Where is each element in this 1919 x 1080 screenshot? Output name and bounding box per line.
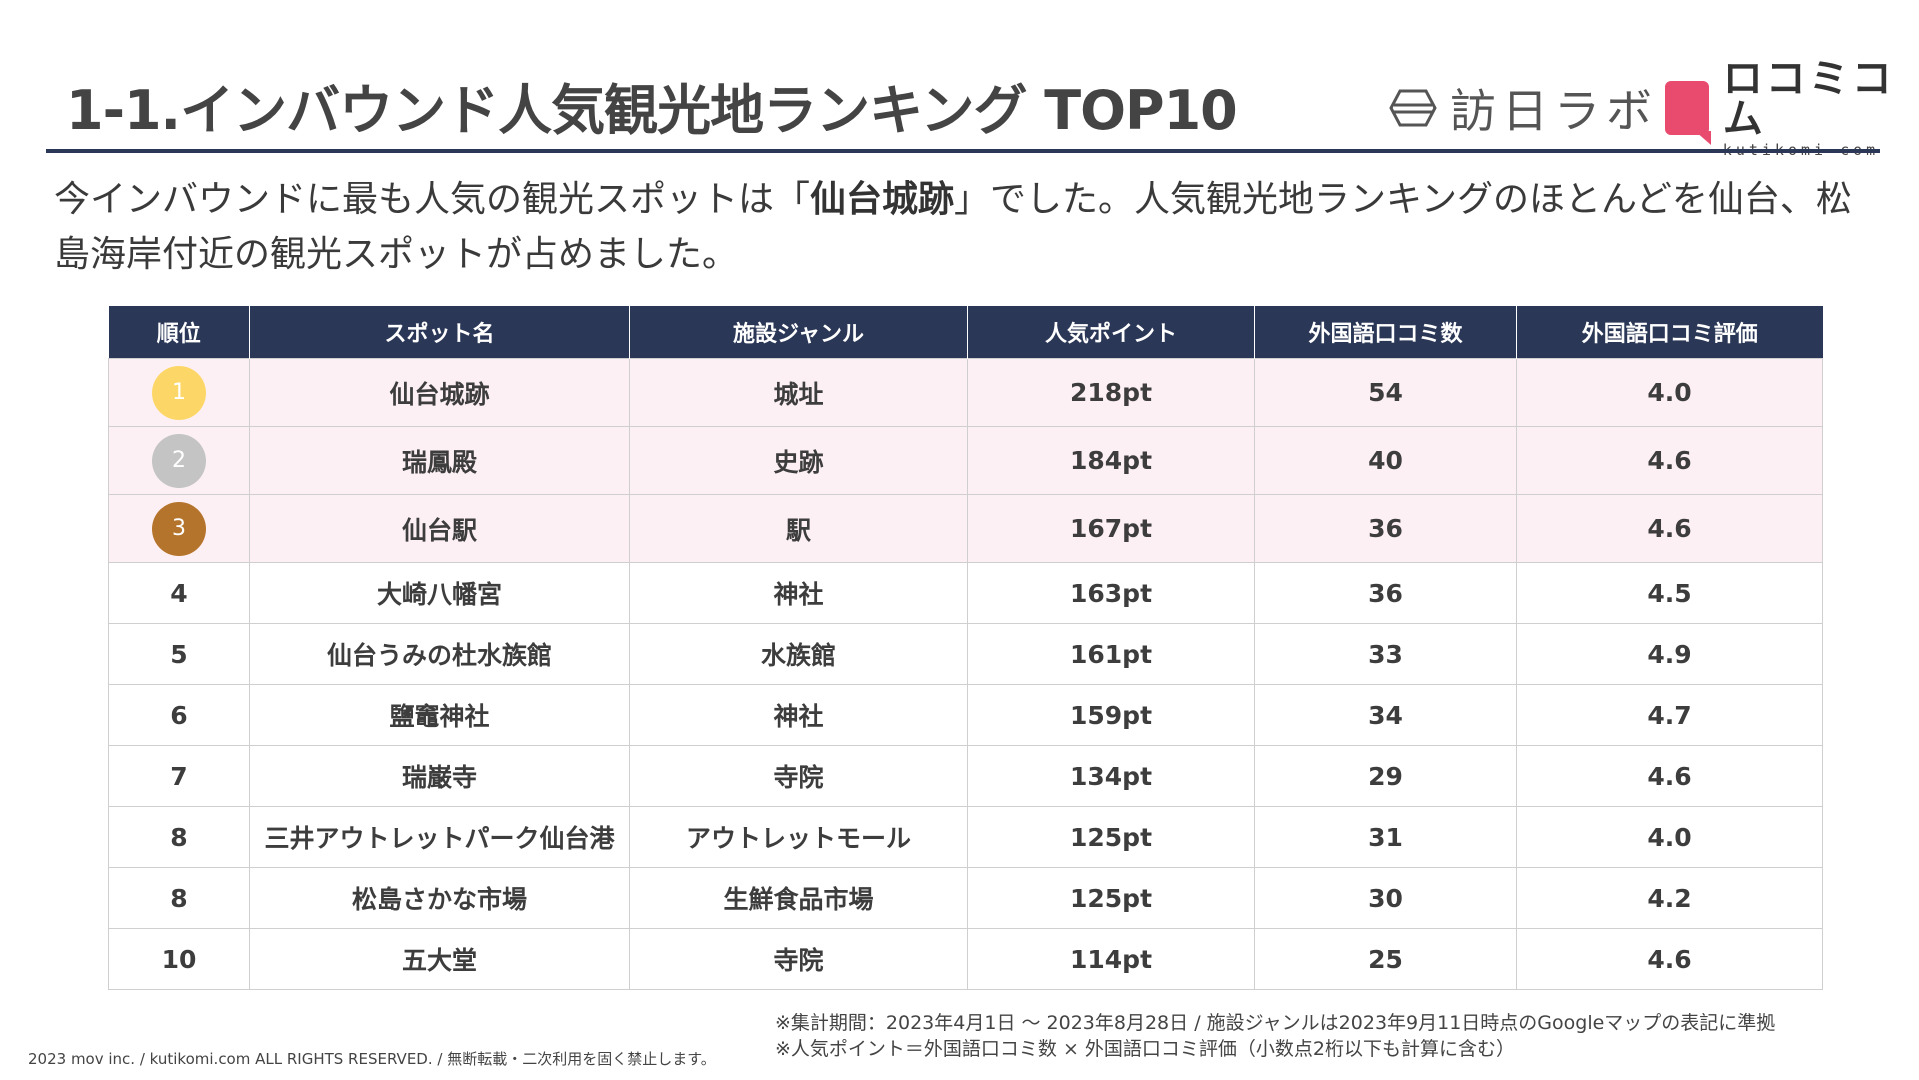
review-count-cell: 25: [1254, 928, 1517, 990]
header-review-count: 外国語口コミ数: [1254, 306, 1517, 359]
kuchikomi-com-logo: ロコミコム kutikomi com: [1665, 59, 1919, 157]
table-row: 10 五大堂 寺院 114pt 25 4.6: [108, 928, 1823, 990]
review-count-cell: 36: [1254, 562, 1517, 624]
lead-text-highlight: 仙台城跡: [810, 179, 955, 220]
review-count-cell: 54: [1254, 358, 1517, 427]
review-count-cell: 31: [1254, 806, 1517, 868]
genre-cell: 生鮮食品市場: [629, 867, 968, 929]
table-row: 3 仙台駅 駅 167pt 36 4.6: [108, 494, 1823, 563]
footnote-points-formula: ※人気ポイント＝外国語口コミ数 × 外国語口コミ評価（小数点2桁以下も計算に含む…: [775, 1038, 1516, 1060]
points-cell: 163pt: [967, 562, 1255, 624]
footnotes: ※集計期間：2023年4月1日 〜 2023年8月28日 / 施設ジャンルは20…: [775, 1010, 1775, 1062]
points-cell: 184pt: [967, 426, 1255, 495]
table-row: 8 三井アウトレットパーク仙台港 アウトレットモール 125pt 31 4.0: [108, 806, 1823, 868]
genre-cell: 城址: [629, 358, 968, 427]
review-count-cell: 33: [1254, 623, 1517, 685]
table-row: 5 仙台うみの杜水族館 水族館 161pt 33 4.9: [108, 623, 1823, 685]
table-header-row: 順位 スポット名 施設ジャンル 人気ポイント 外国語口コミ数 外国語口コミ評価: [108, 306, 1823, 359]
title-divider: [46, 149, 1880, 153]
copyright-notice: 2023 mov inc. / kutikomi.com ALL RIGHTS …: [28, 1050, 716, 1068]
bronze-medal-badge: 3: [152, 501, 206, 556]
gold-medal-badge: 1: [152, 365, 206, 420]
review-count-cell: 29: [1254, 745, 1517, 807]
lead-text-part2: 」でした。人気観光地ランキングのほとんどを仙台、松島海岸付近の観光スポットが占め…: [54, 179, 1852, 275]
review-count-cell: 30: [1254, 867, 1517, 929]
rank-cell: 6: [108, 684, 250, 746]
genre-cell: 駅: [629, 494, 968, 563]
header-points: 人気ポイント: [967, 306, 1255, 359]
table-row: 4 大崎八幡宮 神社 163pt 36 4.5: [108, 562, 1823, 624]
spot-name-cell: 鹽竈神社: [249, 684, 630, 746]
table-row: 2 瑞鳳殿 史跡 184pt 40 4.6: [108, 426, 1823, 495]
header-spot-name: スポット名: [249, 306, 630, 359]
lead-text-part1: 今インバウンドに最も人気の観光スポットは「: [54, 179, 811, 220]
rating-cell: 4.2: [1516, 867, 1823, 929]
points-cell: 125pt: [967, 867, 1255, 929]
points-cell: 218pt: [967, 358, 1255, 427]
spot-name-cell: 三井アウトレットパーク仙台港: [249, 806, 630, 868]
speech-bubble-icon: [1665, 81, 1711, 145]
spot-name-cell: 五大堂: [249, 928, 630, 990]
silver-medal-badge: 2: [152, 433, 206, 488]
header-review-rating: 外国語口コミ評価: [1516, 306, 1823, 359]
genre-cell: 水族館: [629, 623, 968, 685]
points-cell: 159pt: [967, 684, 1255, 746]
table-row: 8 松島さかな市場 生鮮食品市場 125pt 30 4.2: [108, 867, 1823, 929]
lead-text: 今インバウンドに最も人気の観光スポットは「仙台城跡」でした。人気観光地ランキング…: [54, 172, 1874, 282]
spot-name-cell: 瑞巌寺: [249, 745, 630, 807]
points-cell: 161pt: [967, 623, 1255, 685]
rating-cell: 4.6: [1516, 928, 1823, 990]
review-count-cell: 36: [1254, 494, 1517, 563]
review-count-cell: 34: [1254, 684, 1517, 746]
rank-cell: 4: [108, 562, 250, 624]
rank-cell: 3: [108, 494, 250, 563]
houjitsu-labo-logo: 訪日ラボ: [1388, 80, 1658, 138]
rank-cell: 10: [108, 928, 250, 990]
rating-cell: 4.0: [1516, 358, 1823, 427]
ranking-table: 順位 スポット名 施設ジャンル 人気ポイント 外国語口コミ数 外国語口コミ評価 …: [108, 306, 1823, 990]
header-rank: 順位: [108, 306, 250, 359]
rating-cell: 4.6: [1516, 494, 1823, 563]
spot-name-cell: 松島さかな市場: [249, 867, 630, 929]
genre-cell: 寺院: [629, 745, 968, 807]
spot-name-cell: 仙台城跡: [249, 358, 630, 427]
header-genre: 施設ジャンル: [629, 306, 968, 359]
points-cell: 114pt: [967, 928, 1255, 990]
rating-cell: 4.9: [1516, 623, 1823, 685]
rank-cell: 2: [108, 426, 250, 495]
footnote-period: ※集計期間：2023年4月1日 〜 2023年8月28日 / 施設ジャンルは20…: [775, 1012, 1776, 1034]
spot-name-cell: 仙台うみの杜水族館: [249, 623, 630, 685]
kuchikomi-com-logo-text: ロコミコム: [1722, 55, 1895, 142]
genre-cell: アウトレットモール: [629, 806, 968, 868]
rating-cell: 4.6: [1516, 426, 1823, 495]
points-cell: 167pt: [967, 494, 1255, 563]
genre-cell: 神社: [629, 562, 968, 624]
rank-cell: 8: [108, 867, 250, 929]
rank-cell: 8: [108, 806, 250, 868]
rating-cell: 4.0: [1516, 806, 1823, 868]
genre-cell: 寺院: [629, 928, 968, 990]
genre-cell: 史跡: [629, 426, 968, 495]
review-count-cell: 40: [1254, 426, 1517, 495]
rank-cell: 5: [108, 623, 250, 685]
table-row: 7 瑞巌寺 寺院 134pt 29 4.6: [108, 745, 1823, 807]
rating-cell: 4.6: [1516, 745, 1823, 807]
page-title: 1-1.インバウンド人気観光地ランキング TOP10: [66, 79, 1238, 142]
spot-name-cell: 仙台駅: [249, 494, 630, 563]
points-cell: 134pt: [967, 745, 1255, 807]
spot-name-cell: 大崎八幡宮: [249, 562, 630, 624]
hexagon-logo-icon: [1389, 89, 1437, 127]
table-row: 6 鹽竈神社 神社 159pt 34 4.7: [108, 684, 1823, 746]
rating-cell: 4.7: [1516, 684, 1823, 746]
points-cell: 125pt: [967, 806, 1255, 868]
table-row: 1 仙台城跡 城址 218pt 54 4.0: [108, 358, 1823, 427]
rating-cell: 4.5: [1516, 562, 1823, 624]
spot-name-cell: 瑞鳳殿: [249, 426, 630, 495]
houjitsu-labo-logo-text: 訪日ラボ: [1450, 84, 1658, 138]
rank-cell: 1: [108, 358, 250, 427]
rank-cell: 7: [108, 745, 250, 807]
genre-cell: 神社: [629, 684, 968, 746]
